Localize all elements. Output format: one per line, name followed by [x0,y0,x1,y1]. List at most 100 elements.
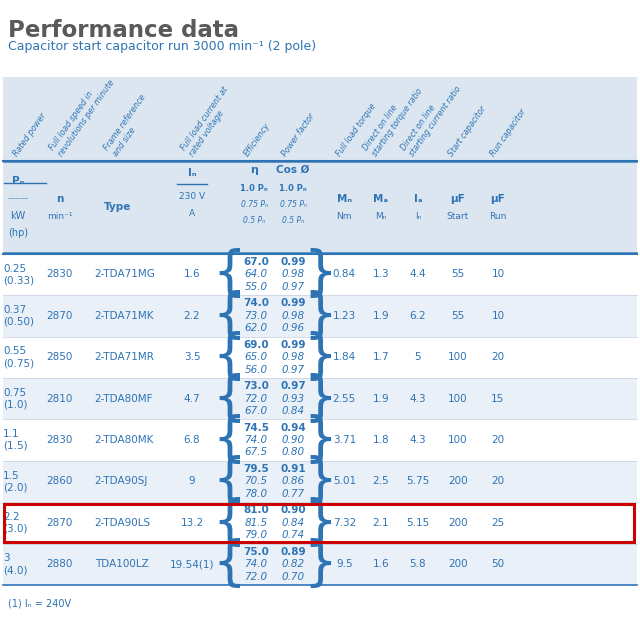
Text: 69.0: 69.0 [243,340,269,350]
Text: 0.84: 0.84 [282,518,305,528]
Text: 81.5: 81.5 [244,518,268,528]
Text: }: } [303,414,337,466]
Text: Cos Ø: Cos Ø [276,165,310,175]
Text: 78.0: 78.0 [244,489,268,499]
Text: ———: ——— [8,196,28,202]
Text: }: } [303,373,337,425]
Text: 2.5: 2.5 [372,477,389,487]
Text: 4.3: 4.3 [410,435,426,445]
Text: 1.0 Pₙ: 1.0 Pₙ [279,184,307,193]
Text: μF: μF [490,194,506,204]
Text: 0.5 Pₙ: 0.5 Pₙ [243,217,265,225]
Text: Nm: Nm [337,212,352,220]
Text: 74.0: 74.0 [244,559,268,569]
Bar [3,502,637,543]
Text: 20: 20 [492,352,504,362]
Text: 79.0: 79.0 [244,530,268,540]
Text: 5.15: 5.15 [406,518,429,528]
Text: 0.97: 0.97 [282,282,305,292]
Text: 0.98: 0.98 [282,269,305,280]
Text: 74.5: 74.5 [243,423,269,433]
Text: {: { [212,497,246,549]
Text: 2810: 2810 [46,394,73,404]
Text: 1.6: 1.6 [372,559,389,569]
Text: 73.0: 73.0 [243,381,269,391]
Text: Run capacitor: Run capacitor [488,107,528,158]
Text: 0.75 Pₙ: 0.75 Pₙ [241,201,268,209]
Bar [3,161,637,254]
Text: 10: 10 [492,269,504,280]
Text: 67.5: 67.5 [244,448,268,457]
Text: 3
(4.0): 3 (4.0) [3,553,28,575]
Text: 5.75: 5.75 [406,477,429,487]
Text: 2-TDA71MG: 2-TDA71MG [95,269,156,280]
Text: Direct on line
starting current ratio: Direct on line starting current ratio [399,79,463,158]
Text: 0.37
(0.50): 0.37 (0.50) [3,305,34,327]
Text: Run: Run [489,212,507,220]
Text: 5: 5 [415,352,421,362]
Text: 0.55
(0.75): 0.55 (0.75) [3,347,35,368]
Text: 6.8: 6.8 [184,435,200,445]
Text: 1.3: 1.3 [372,269,389,280]
Text: 4.7: 4.7 [184,394,200,404]
Text: n: n [56,194,63,204]
Text: 67.0: 67.0 [244,406,268,416]
Text: 9.5: 9.5 [336,559,353,569]
Text: 4.4: 4.4 [410,269,426,280]
Text: 2-TDA71MR: 2-TDA71MR [95,352,155,362]
Text: 1.8: 1.8 [372,435,389,445]
Text: 1.7: 1.7 [372,352,389,362]
Text: 55: 55 [451,269,464,280]
Text: Power factor: Power factor [280,111,317,158]
Text: TDA100LZ: TDA100LZ [95,559,148,569]
Text: Type: Type [104,202,132,212]
Text: Pₙ: Pₙ [12,176,24,186]
Text: 100: 100 [448,352,467,362]
Text: 2.2
(3.0): 2.2 (3.0) [3,512,28,534]
Text: (hp): (hp) [8,228,28,238]
Text: A: A [189,209,195,218]
Text: 75.0: 75.0 [243,547,269,557]
Text: 2870: 2870 [46,518,73,528]
Text: Performance data: Performance data [8,19,239,41]
Text: 72.0: 72.0 [244,394,268,404]
Text: 200: 200 [448,477,467,487]
Text: 2880: 2880 [46,559,73,569]
Text: 15: 15 [492,394,504,404]
Text: 0.74: 0.74 [282,530,305,540]
Text: 0.99: 0.99 [280,340,306,350]
Text: 200: 200 [448,559,467,569]
Text: 13.2: 13.2 [180,518,204,528]
Text: 2.55: 2.55 [333,394,356,404]
Text: 0.84: 0.84 [282,406,305,416]
Text: 200: 200 [448,518,467,528]
Text: 0.89: 0.89 [280,547,306,557]
Text: 0.80: 0.80 [282,448,305,457]
Text: Start: Start [447,212,468,220]
Text: 7.32: 7.32 [333,518,356,528]
Text: 64.0: 64.0 [244,269,268,280]
Text: 67.0: 67.0 [243,257,269,267]
Text: Mₙ: Mₙ [337,194,352,204]
Text: 0.25
(0.33): 0.25 (0.33) [3,264,35,285]
Text: Mₙ: Mₙ [375,212,387,220]
Text: Mₐ: Mₐ [373,194,388,204]
Text: }: } [303,539,337,591]
Text: 0.90: 0.90 [282,435,305,445]
Text: 0.5 Pₙ: 0.5 Pₙ [282,217,304,225]
Text: 4.3: 4.3 [410,394,426,404]
Text: 2.2: 2.2 [184,311,200,321]
Text: Start capacitor: Start capacitor [447,104,488,158]
Text: 0.97: 0.97 [282,365,305,374]
Text: 65.0: 65.0 [244,352,268,362]
Text: 0.75
(1.0): 0.75 (1.0) [3,388,28,410]
Text: }: } [303,497,337,549]
Text: Capacitor start capacitor run 3000 min⁻¹ (2 pole): Capacitor start capacitor run 3000 min⁻¹… [8,40,316,53]
Text: 10: 10 [492,311,504,321]
Text: }: } [303,456,337,508]
Text: 19.54(1): 19.54(1) [170,559,214,569]
Text: Iₙ: Iₙ [188,168,196,178]
Text: 74.0: 74.0 [243,298,269,308]
Text: 73.0: 73.0 [244,311,268,321]
Text: 20: 20 [492,477,504,487]
